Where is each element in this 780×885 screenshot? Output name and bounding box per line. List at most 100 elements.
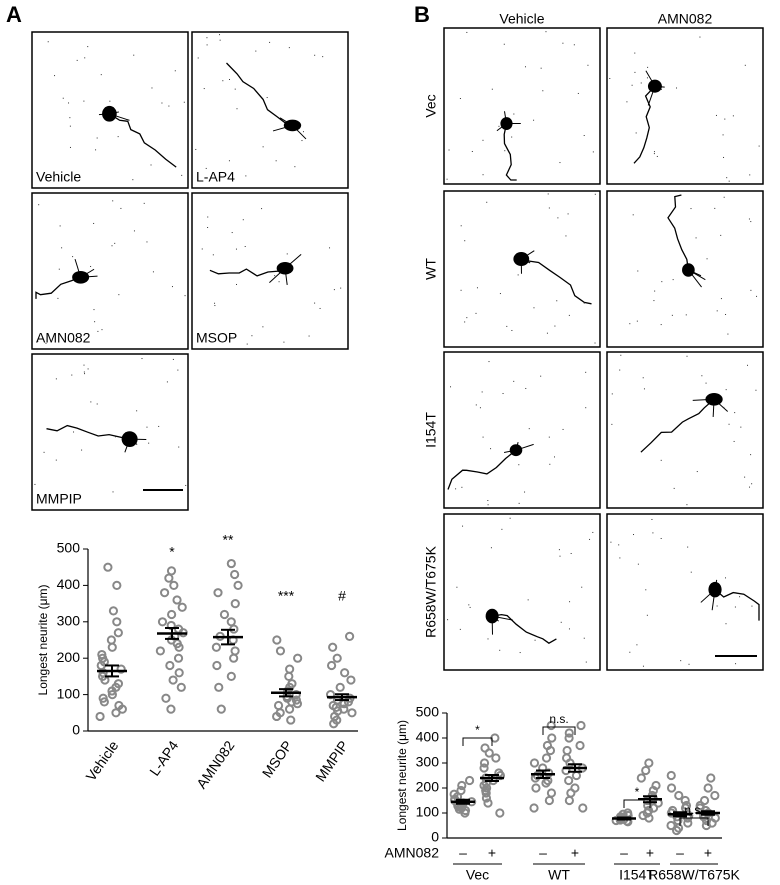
speckle xyxy=(592,531,594,533)
speckle xyxy=(150,164,152,166)
data-point xyxy=(479,758,490,768)
speckle xyxy=(687,546,689,548)
speckle xyxy=(236,283,238,285)
speckle xyxy=(340,287,342,289)
speckle xyxy=(725,623,727,625)
speckle xyxy=(517,274,519,276)
data-point xyxy=(546,720,556,731)
speckle xyxy=(459,98,461,100)
speckle xyxy=(633,534,635,536)
speckle xyxy=(476,287,478,289)
data-point xyxy=(706,773,716,783)
speckle xyxy=(446,178,448,180)
data-point xyxy=(155,646,165,656)
data-point xyxy=(547,733,557,743)
speckle xyxy=(547,193,549,195)
micrograph xyxy=(606,27,764,185)
speckle xyxy=(636,320,638,322)
speckle xyxy=(690,208,692,210)
speckle xyxy=(83,364,85,366)
speckle xyxy=(527,599,529,601)
neurite xyxy=(447,449,517,490)
data-point xyxy=(226,558,236,569)
speckle xyxy=(228,160,230,162)
speckle xyxy=(269,41,271,43)
data-point xyxy=(226,617,236,627)
speckle xyxy=(214,302,216,304)
data-point xyxy=(161,693,171,703)
speckle xyxy=(246,343,248,345)
micrograph xyxy=(31,192,189,350)
speckle xyxy=(460,289,462,291)
data-point xyxy=(329,719,339,729)
speckle xyxy=(120,207,122,209)
speckle xyxy=(570,552,572,554)
data-point xyxy=(566,788,576,798)
speckle xyxy=(620,354,622,356)
data-point xyxy=(460,808,470,818)
data-point xyxy=(701,820,712,831)
speckle xyxy=(642,665,644,667)
speckle xyxy=(262,146,264,148)
data-point xyxy=(571,770,582,781)
speckle xyxy=(112,200,114,202)
neurite xyxy=(633,85,656,164)
speckle xyxy=(714,207,716,209)
speckle xyxy=(185,484,187,486)
micrograph xyxy=(443,190,601,348)
speckle xyxy=(69,117,71,119)
speckle xyxy=(660,459,662,461)
bracket xyxy=(462,737,493,746)
speckle xyxy=(749,174,751,176)
speckle xyxy=(652,532,654,534)
row-label: R658W/T675K xyxy=(423,545,439,637)
data-point xyxy=(531,783,541,793)
data-point xyxy=(177,602,187,612)
soma xyxy=(102,105,117,122)
data-point xyxy=(107,686,117,696)
speckle xyxy=(643,388,645,390)
speckle xyxy=(744,64,746,66)
speckle xyxy=(653,153,655,155)
bracket xyxy=(542,726,576,735)
speckle xyxy=(234,88,236,90)
speckle xyxy=(87,46,89,48)
speckle xyxy=(455,488,457,490)
speckle xyxy=(637,563,639,565)
data-point xyxy=(272,635,282,645)
speckle xyxy=(626,101,628,103)
data-point xyxy=(644,758,654,768)
speckle xyxy=(661,281,663,283)
speckle xyxy=(549,463,551,465)
image-label: Vehicle xyxy=(36,169,81,185)
data-point xyxy=(108,606,119,616)
soma xyxy=(485,608,499,624)
x-tick-label: Vehicle xyxy=(82,738,121,784)
speckle xyxy=(133,230,135,232)
speckle xyxy=(212,254,214,256)
data-point xyxy=(112,617,122,627)
speckle xyxy=(751,483,753,485)
speckle xyxy=(540,375,542,377)
speckle xyxy=(152,271,154,273)
data-point xyxy=(666,820,676,831)
speckle xyxy=(469,606,471,608)
speckle xyxy=(569,601,571,603)
group-label: WT xyxy=(548,867,570,883)
data-point xyxy=(335,682,345,692)
speckle xyxy=(646,77,648,79)
speckle xyxy=(513,113,515,115)
speckle xyxy=(43,451,45,453)
speckle xyxy=(728,180,730,182)
speckle xyxy=(558,549,560,551)
neurite xyxy=(667,194,690,271)
speckle xyxy=(219,34,221,36)
speckle xyxy=(488,361,490,363)
panel-label: B xyxy=(414,2,430,27)
data-point xyxy=(216,704,226,714)
speckle xyxy=(559,555,561,557)
speckle xyxy=(758,145,760,147)
speckle xyxy=(482,436,484,438)
speckle xyxy=(548,436,550,438)
data-point xyxy=(491,753,501,763)
